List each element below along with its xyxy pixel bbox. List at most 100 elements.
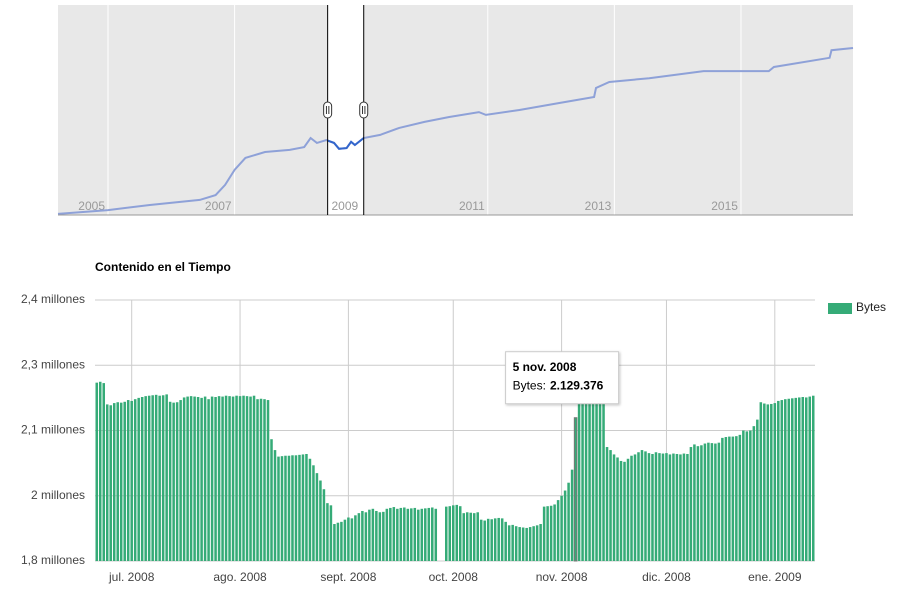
bar[interactable] xyxy=(301,454,305,561)
bar[interactable] xyxy=(172,402,175,561)
bar[interactable] xyxy=(280,456,284,561)
bar[interactable] xyxy=(640,450,644,561)
bar[interactable] xyxy=(217,396,221,561)
bar[interactable] xyxy=(794,397,798,561)
bar[interactable] xyxy=(133,399,137,561)
bar[interactable] xyxy=(389,507,392,561)
bar[interactable] xyxy=(287,455,291,561)
bar[interactable] xyxy=(780,400,784,561)
bar[interactable] xyxy=(312,465,315,561)
bar[interactable] xyxy=(612,454,616,561)
bar[interactable] xyxy=(151,395,154,561)
bar[interactable] xyxy=(605,447,609,561)
bar[interactable] xyxy=(347,517,350,562)
bar[interactable] xyxy=(801,397,805,561)
bar[interactable] xyxy=(245,396,249,561)
bar[interactable] xyxy=(497,517,500,561)
bar[interactable] xyxy=(434,508,438,561)
bar[interactable] xyxy=(619,460,623,561)
bar[interactable] xyxy=(126,400,130,561)
bar[interactable] xyxy=(504,521,507,561)
bar[interactable] xyxy=(577,400,581,561)
bar[interactable] xyxy=(658,453,661,561)
bar[interactable] xyxy=(710,443,714,561)
bar[interactable] xyxy=(378,512,382,561)
bar[interactable] xyxy=(427,507,431,561)
bar[interactable] xyxy=(95,382,99,561)
bar[interactable] xyxy=(168,401,172,561)
bar[interactable] xyxy=(598,397,602,561)
bar[interactable] xyxy=(137,397,140,561)
bar[interactable] xyxy=(98,381,102,561)
bar[interactable] xyxy=(784,399,787,561)
bar[interactable] xyxy=(102,383,105,561)
bar[interactable] xyxy=(735,436,738,561)
bar[interactable] xyxy=(609,450,612,561)
bar[interactable] xyxy=(161,395,165,561)
bar[interactable] xyxy=(273,450,277,561)
bar[interactable] xyxy=(514,526,518,561)
bar[interactable] xyxy=(686,453,689,561)
bar[interactable] xyxy=(759,402,763,561)
bar[interactable] xyxy=(231,396,235,561)
bar[interactable] xyxy=(469,512,472,561)
bar[interactable] xyxy=(144,396,147,561)
bar[interactable] xyxy=(413,507,417,561)
bar[interactable] xyxy=(766,404,770,561)
bar[interactable] xyxy=(403,507,406,561)
bar[interactable] xyxy=(616,457,619,561)
bar[interactable] xyxy=(284,455,287,561)
bar[interactable] xyxy=(193,396,196,561)
bar[interactable] xyxy=(651,453,654,561)
bar[interactable] xyxy=(221,396,224,561)
bar[interactable] xyxy=(189,396,193,561)
bar[interactable] xyxy=(203,396,207,561)
bar[interactable] xyxy=(745,431,749,561)
bar[interactable] xyxy=(724,437,728,561)
bar[interactable] xyxy=(626,458,630,561)
bar[interactable] xyxy=(623,461,626,561)
bar[interactable] xyxy=(763,403,766,561)
bar[interactable] xyxy=(465,512,469,561)
bar[interactable] xyxy=(644,451,647,561)
bar[interactable] xyxy=(602,398,605,561)
bar[interactable] xyxy=(357,513,361,561)
bar[interactable] xyxy=(721,437,724,561)
bar[interactable] xyxy=(417,509,420,561)
bar[interactable] xyxy=(263,399,266,561)
bar[interactable] xyxy=(315,473,319,561)
range-selector[interactable]: 2005 2007 2009 2011 2013 2015 xyxy=(57,5,854,216)
bar[interactable] xyxy=(350,518,354,561)
bar[interactable] xyxy=(305,453,308,561)
bar[interactable] xyxy=(689,447,693,561)
bar[interactable] xyxy=(773,403,777,561)
bar[interactable] xyxy=(539,524,542,561)
bar[interactable] xyxy=(329,505,333,561)
bar[interactable] xyxy=(556,500,560,561)
bar[interactable] xyxy=(354,515,357,561)
bar[interactable] xyxy=(406,508,410,561)
bar[interactable] xyxy=(511,524,514,561)
selection-window[interactable] xyxy=(327,5,364,215)
bar[interactable] xyxy=(791,398,794,561)
bar[interactable] xyxy=(637,452,640,561)
bar[interactable] xyxy=(207,399,210,561)
bar[interactable] xyxy=(364,512,368,561)
bar[interactable] xyxy=(542,506,546,561)
bar[interactable] xyxy=(703,443,707,561)
bar[interactable] xyxy=(584,397,588,561)
bar[interactable] xyxy=(787,398,791,561)
bar[interactable] xyxy=(340,521,343,561)
bar[interactable] xyxy=(291,455,294,561)
bar[interactable] xyxy=(130,400,133,561)
bar[interactable] xyxy=(119,402,123,561)
bar[interactable] xyxy=(298,454,301,561)
bar[interactable] xyxy=(294,455,298,561)
bar[interactable] xyxy=(777,400,780,561)
bar[interactable] xyxy=(235,395,238,561)
bar[interactable] xyxy=(521,527,525,561)
bar[interactable] xyxy=(486,518,490,561)
bar[interactable] xyxy=(333,524,336,561)
bar[interactable] xyxy=(528,527,532,561)
bar[interactable] xyxy=(455,504,459,561)
